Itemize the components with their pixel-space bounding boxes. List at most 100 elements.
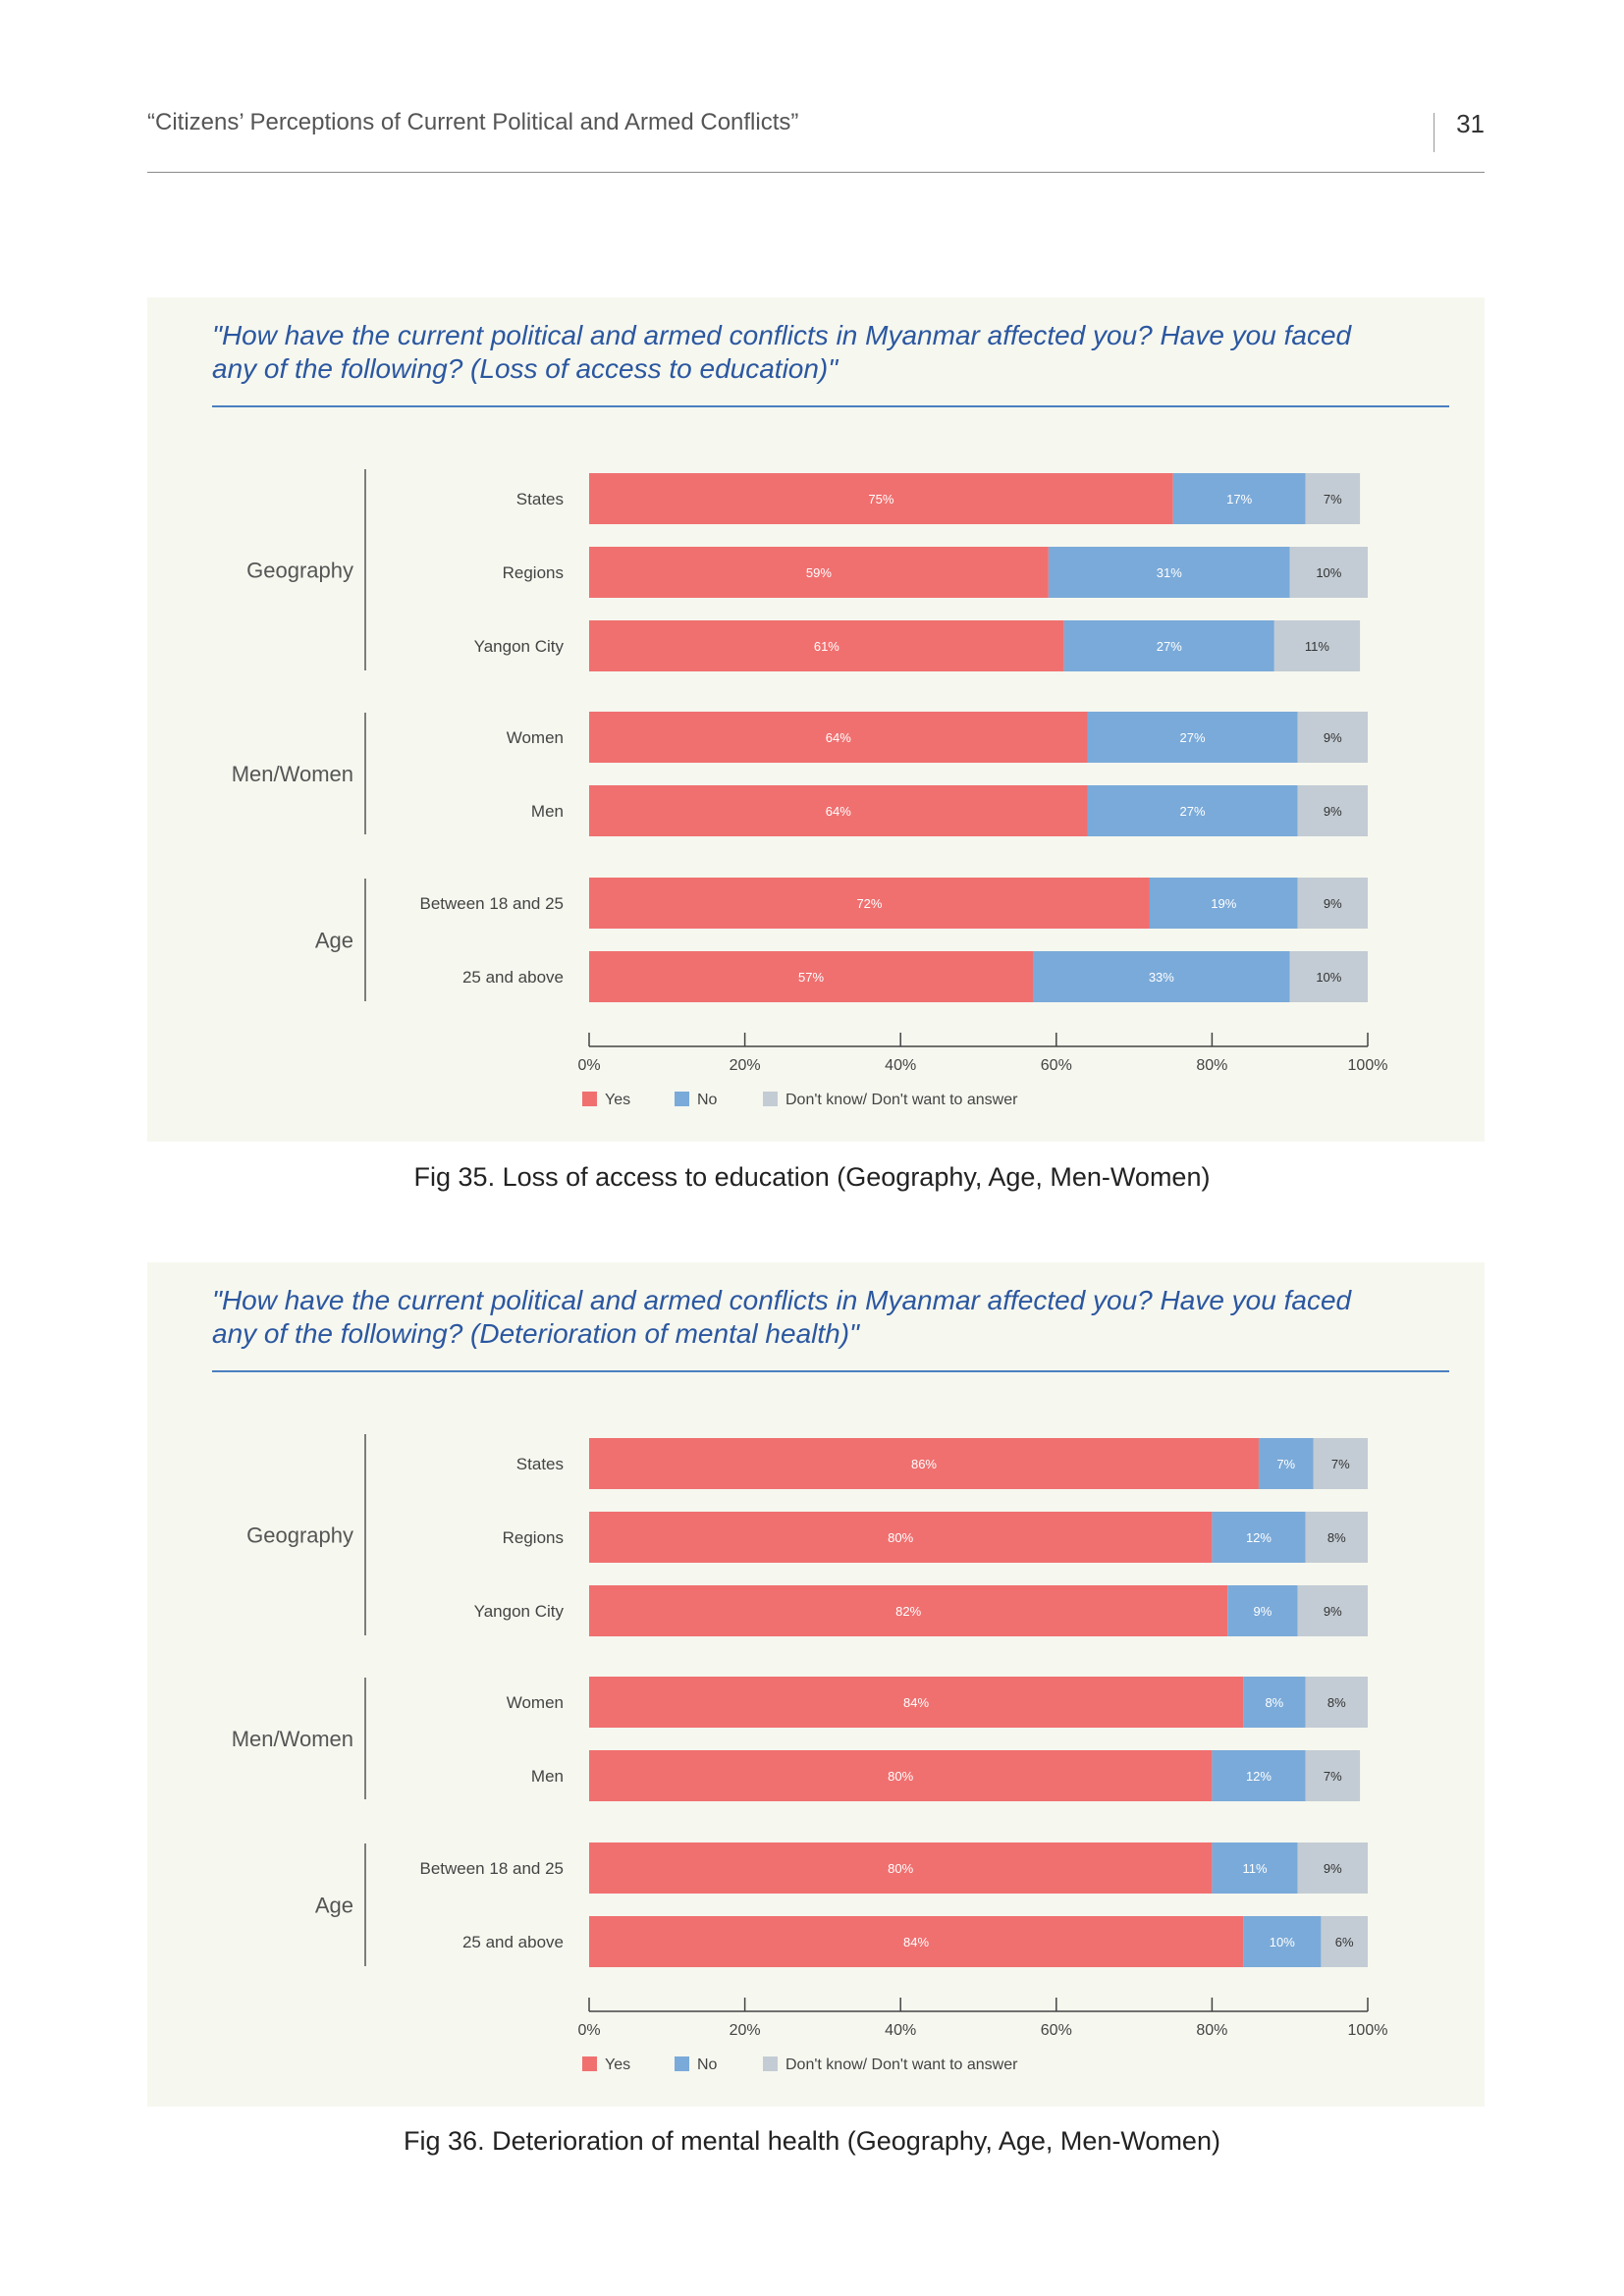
legend-swatch-no	[675, 2056, 689, 2071]
legend-swatch-don-t-know-don-t-want-to-answer	[763, 2056, 778, 2071]
bar-segment-no	[1243, 1677, 1306, 1728]
header-divider	[1434, 113, 1435, 152]
legend-label-don-t-know-don-t-want-to-answer: Don't know/ Don't want to answer	[785, 1092, 1018, 1108]
data-label: 80%	[888, 1769, 913, 1784]
data-label: 64%	[826, 804, 851, 819]
figure-caption-35: Fig 35. Loss of access to education (Geo…	[413, 1162, 1211, 1192]
legend-label-no: No	[697, 1092, 718, 1108]
data-label: 17%	[1226, 492, 1252, 507]
legend-swatch-don-t-know-don-t-want-to-answer	[763, 1092, 778, 1106]
bar-segment-don-t-know-don-t-want-to-answer	[1289, 951, 1368, 1002]
bar-segment-no	[1212, 1750, 1306, 1801]
bar-segment-no	[1258, 1438, 1314, 1489]
x-tick-label: 80%	[1196, 2022, 1227, 2039]
bar-segment-no	[1063, 620, 1274, 671]
category-label: Men	[531, 802, 564, 821]
data-label: 61%	[814, 639, 839, 654]
page-number: 31	[1456, 109, 1485, 138]
bar-segment-no	[1033, 951, 1290, 1002]
category-label: States	[516, 490, 564, 508]
data-label: 80%	[888, 1861, 913, 1876]
x-tick-label: 100%	[1348, 2022, 1388, 2039]
data-label: 86%	[911, 1457, 937, 1471]
legend-label-no: No	[697, 2056, 718, 2073]
data-label: 11%	[1242, 1861, 1267, 1876]
bar-segment-no	[1048, 547, 1290, 598]
bar-segment-don-t-know-don-t-want-to-answer	[1305, 473, 1361, 524]
legend-swatch-yes	[582, 2056, 597, 2071]
x-tick-label: 0%	[577, 2022, 600, 2039]
bar-segment-yes	[589, 878, 1150, 929]
title-rule	[212, 1370, 1449, 1372]
data-label: 82%	[895, 1604, 921, 1619]
data-label: 64%	[826, 730, 851, 745]
category-label: 25 and above	[462, 1933, 564, 1951]
bar-segment-don-t-know-don-t-want-to-answer	[1273, 620, 1361, 671]
x-tick-label: 60%	[1041, 1057, 1072, 1074]
data-label: 12%	[1246, 1769, 1272, 1784]
bar-segment-don-t-know-don-t-want-to-answer	[1297, 1585, 1368, 1636]
data-label: 6%	[1335, 1935, 1354, 1949]
group-label-men-women: Men/Women	[232, 762, 353, 786]
data-label: 7%	[1276, 1457, 1295, 1471]
category-label: Women	[507, 728, 564, 747]
bar-segment-don-t-know-don-t-want-to-answer	[1289, 547, 1368, 598]
bar-segment-don-t-know-don-t-want-to-answer	[1305, 1750, 1361, 1801]
group-label-age: Age	[315, 929, 353, 953]
bar-segment-yes	[589, 1438, 1259, 1489]
category-label: Men	[531, 1767, 564, 1786]
group-label-age: Age	[315, 1894, 353, 1918]
data-label: 10%	[1316, 970, 1341, 985]
data-label: 84%	[903, 1935, 929, 1949]
x-tick-label: 20%	[730, 2022, 761, 2039]
category-label: Between 18 and 25	[419, 894, 564, 913]
group-label-geography: Geography	[246, 559, 353, 583]
bar-segment-yes	[589, 1916, 1244, 1967]
bar-segment-no	[1243, 1916, 1322, 1967]
data-label: 72%	[856, 896, 882, 911]
x-tick-label: 0%	[577, 1057, 600, 1074]
data-label: 80%	[888, 1530, 913, 1545]
bar-segment-no	[1087, 785, 1298, 836]
legend-label-don-t-know-don-t-want-to-answer: Don't know/ Don't want to answer	[785, 2056, 1018, 2073]
data-label: 7%	[1324, 1769, 1342, 1784]
group-label-geography: Geography	[246, 1523, 353, 1548]
bar-segment-yes	[589, 712, 1088, 763]
data-label: 9%	[1324, 804, 1342, 819]
chart-panel-35: "How have the current political and arme…	[147, 297, 1485, 1142]
figure-caption-36: Fig 36. Deterioration of mental health (…	[404, 2126, 1220, 2156]
data-label: 9%	[1324, 1604, 1342, 1619]
bar-segment-no	[1227, 1585, 1298, 1636]
data-label: 8%	[1327, 1530, 1346, 1545]
bar-segment-yes	[589, 1750, 1213, 1801]
bar-segment-don-t-know-don-t-want-to-answer	[1297, 785, 1368, 836]
bar-segment-don-t-know-don-t-want-to-answer	[1305, 1512, 1368, 1563]
bar-segment-yes	[589, 785, 1088, 836]
bar-segment-don-t-know-don-t-want-to-answer	[1321, 1916, 1368, 1967]
data-label: 27%	[1180, 730, 1206, 745]
bar-segment-don-t-know-don-t-want-to-answer	[1305, 1677, 1368, 1728]
data-label: 59%	[806, 565, 832, 580]
legend-label-yes: Yes	[605, 1092, 630, 1108]
bar-segment-yes	[589, 620, 1064, 671]
x-tick-label: 20%	[730, 1057, 761, 1074]
bar-segment-yes	[589, 473, 1173, 524]
bar-segment-no	[1087, 712, 1298, 763]
category-label: States	[516, 1455, 564, 1473]
bar-segment-no	[1172, 473, 1306, 524]
x-tick-label: 40%	[885, 2022, 916, 2039]
bar-segment-don-t-know-don-t-want-to-answer	[1297, 878, 1368, 929]
legend-swatch-yes	[582, 1092, 597, 1106]
bar-segment-no	[1149, 878, 1298, 929]
bar-segment-yes	[589, 1585, 1228, 1636]
data-label: 7%	[1331, 1457, 1350, 1471]
bar-segment-yes	[589, 547, 1049, 598]
data-label: 27%	[1180, 804, 1206, 819]
category-label: Yangon City	[474, 1602, 565, 1621]
group-label-men-women: Men/Women	[232, 1727, 353, 1751]
data-label: 7%	[1324, 492, 1342, 507]
page-header: “Citizens’ Perceptions of Current Politi…	[147, 103, 1485, 173]
data-label: 9%	[1254, 1604, 1272, 1619]
category-label: Women	[507, 1693, 564, 1712]
running-title: “Citizens’ Perceptions of Current Politi…	[147, 109, 799, 135]
